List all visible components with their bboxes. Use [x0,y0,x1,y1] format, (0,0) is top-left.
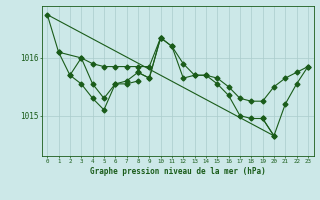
X-axis label: Graphe pression niveau de la mer (hPa): Graphe pression niveau de la mer (hPa) [90,167,266,176]
